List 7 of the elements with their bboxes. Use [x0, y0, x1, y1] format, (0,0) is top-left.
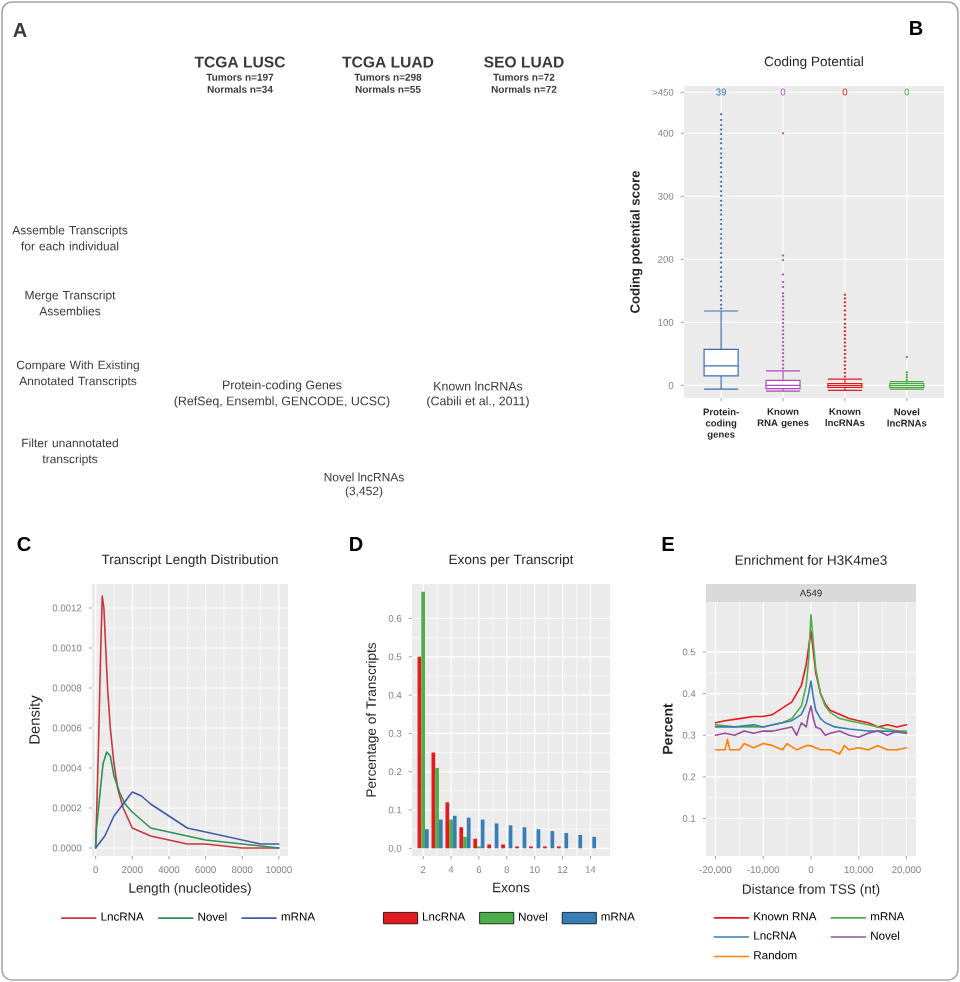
text: D	[350, 537, 363, 551]
text: B	[910, 21, 923, 35]
line-series	[714, 680, 908, 734]
line-series	[714, 705, 908, 739]
text: A	[13, 23, 27, 37]
text: E	[662, 537, 674, 551]
text: C	[17, 536, 31, 552]
